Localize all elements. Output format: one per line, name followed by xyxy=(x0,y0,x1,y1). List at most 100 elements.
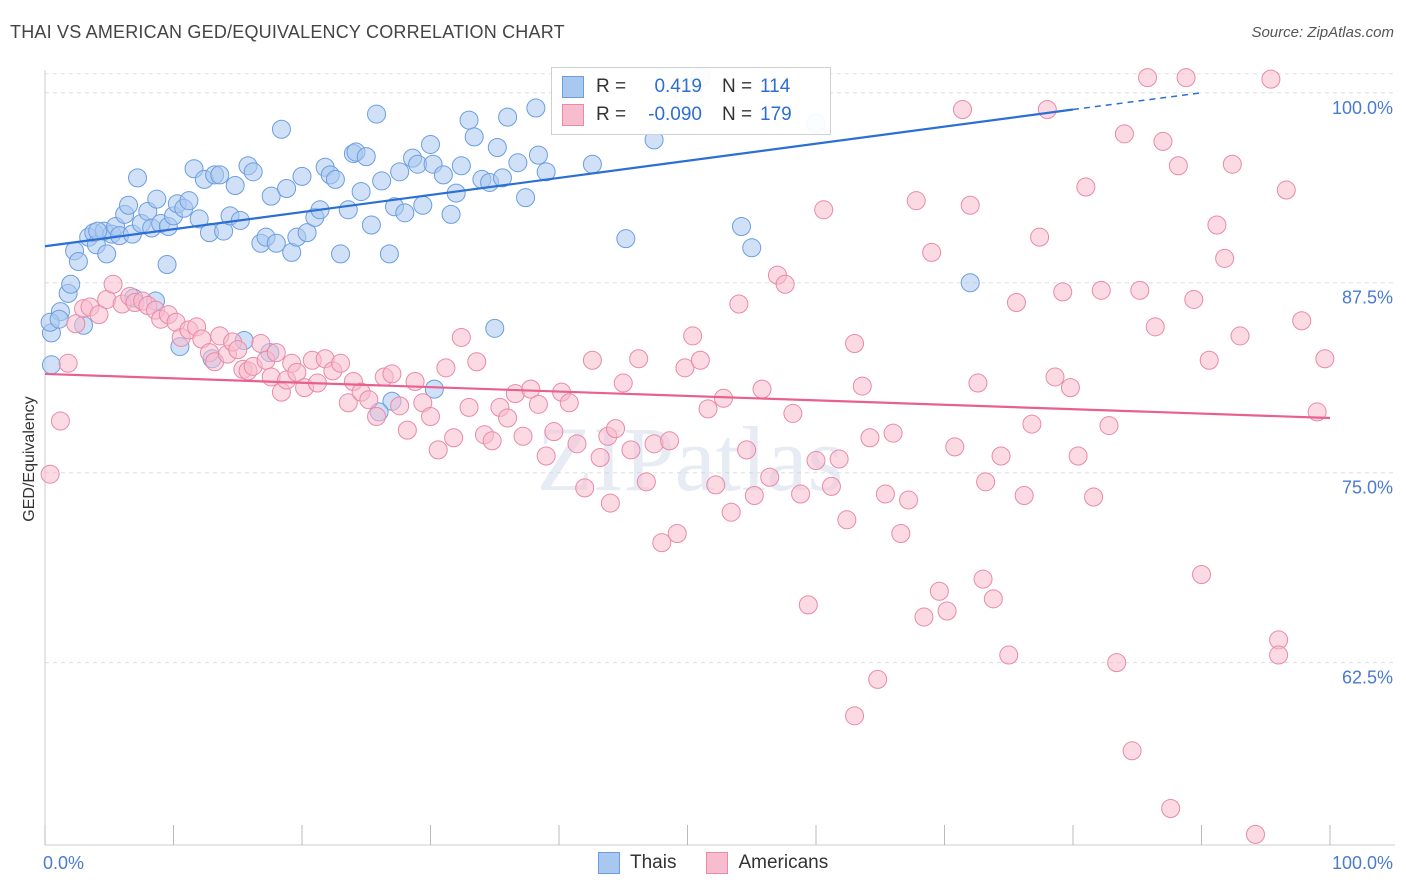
data-point xyxy=(436,358,456,378)
data-point xyxy=(945,437,965,457)
data-point xyxy=(68,251,88,271)
x-tick-label: 100.0% xyxy=(1332,853,1393,873)
data-point xyxy=(737,440,757,460)
data-point xyxy=(1222,154,1242,174)
data-point xyxy=(40,464,60,484)
data-point xyxy=(690,350,710,370)
data-point xyxy=(937,601,957,621)
points-layer xyxy=(40,68,1335,844)
legend-r-value: 0.419 xyxy=(654,76,702,97)
data-point xyxy=(1215,248,1235,268)
data-point xyxy=(367,406,387,426)
data-point xyxy=(421,406,440,426)
data-point xyxy=(742,238,762,258)
data-point xyxy=(61,274,81,294)
data-point xyxy=(521,379,541,399)
data-point xyxy=(629,349,649,369)
data-point xyxy=(41,355,61,375)
data-point xyxy=(983,589,1003,609)
axis-layer xyxy=(44,70,1395,846)
data-point xyxy=(1022,414,1042,434)
data-point xyxy=(582,154,602,174)
data-point xyxy=(338,200,358,220)
bottom-legend-americans: Americans xyxy=(706,852,828,874)
data-point xyxy=(271,119,291,139)
data-point xyxy=(331,353,351,373)
data-point xyxy=(660,431,680,451)
data-point xyxy=(899,490,919,510)
data-point xyxy=(960,195,980,215)
data-point xyxy=(467,352,487,372)
data-point xyxy=(636,472,656,492)
data-point xyxy=(1068,446,1088,466)
data-point xyxy=(544,422,564,442)
data-point xyxy=(1184,289,1204,309)
data-point xyxy=(1084,487,1104,507)
data-point xyxy=(1276,180,1296,200)
data-point xyxy=(297,223,317,243)
data-point xyxy=(731,217,751,237)
data-point xyxy=(338,393,358,413)
data-point xyxy=(382,364,402,384)
data-point xyxy=(103,274,123,294)
bottom-legend-label-thais: Thais xyxy=(630,852,677,873)
y-tick-label: 100.0% xyxy=(1332,98,1393,118)
data-point xyxy=(1076,177,1096,197)
data-point xyxy=(783,403,803,423)
data-point xyxy=(421,134,440,154)
data-point xyxy=(451,156,471,176)
data-point xyxy=(367,104,387,124)
data-point xyxy=(1199,350,1219,370)
legend-n-value: 179 xyxy=(760,104,792,125)
data-point xyxy=(1207,215,1227,235)
bottom-legend-swatch-americans xyxy=(706,852,729,874)
series-americans xyxy=(40,68,1335,844)
bottom-legend: Thais Americans xyxy=(598,852,858,874)
data-point xyxy=(277,179,297,199)
data-point xyxy=(356,147,376,167)
data-point xyxy=(968,373,988,393)
data-point xyxy=(157,255,177,275)
data-point xyxy=(814,200,834,220)
x-tick-label: 0.0% xyxy=(43,853,84,873)
data-point xyxy=(837,510,857,530)
data-point xyxy=(482,431,502,451)
data-point xyxy=(487,138,507,157)
bottom-legend-label-americans: Americans xyxy=(738,852,829,873)
chart-title: THAI VS AMERICAN GED/EQUIVALENCY CORRELA… xyxy=(10,22,565,42)
data-point xyxy=(485,318,505,338)
data-point xyxy=(1130,280,1150,300)
data-point xyxy=(1091,280,1111,300)
data-point xyxy=(395,203,415,223)
data-point xyxy=(58,353,78,373)
data-point xyxy=(444,428,464,448)
legend-n-label: N = xyxy=(722,76,753,97)
data-point xyxy=(397,420,417,440)
data-point xyxy=(999,645,1019,665)
data-point xyxy=(179,191,199,211)
data-point xyxy=(287,362,307,382)
data-point xyxy=(459,397,479,417)
data-point xyxy=(50,411,70,431)
data-point xyxy=(1161,799,1181,819)
data-point xyxy=(1122,741,1142,761)
data-point xyxy=(868,669,888,689)
legend-n-label: N = xyxy=(722,104,753,125)
data-point xyxy=(1269,645,1289,665)
data-point xyxy=(644,434,664,454)
data-point xyxy=(1037,100,1057,120)
data-point xyxy=(798,595,818,615)
data-point xyxy=(922,242,942,262)
y-tick-label: 87.5% xyxy=(1342,288,1393,308)
data-point xyxy=(821,476,841,496)
data-point xyxy=(225,175,245,195)
data-point xyxy=(189,209,209,229)
data-point xyxy=(128,168,148,188)
data-point xyxy=(1060,378,1080,398)
bottom-legend-swatch-thais xyxy=(598,852,620,874)
data-point xyxy=(875,484,895,504)
data-point xyxy=(266,233,286,253)
legend-box: R = 0.419 N = 114 R = -0.090 N = 179 xyxy=(551,67,831,135)
label-layer: 62.5% 75.0% 87.5% 100.0% 0.0% 100.0% xyxy=(43,98,1393,873)
data-point xyxy=(575,478,595,498)
